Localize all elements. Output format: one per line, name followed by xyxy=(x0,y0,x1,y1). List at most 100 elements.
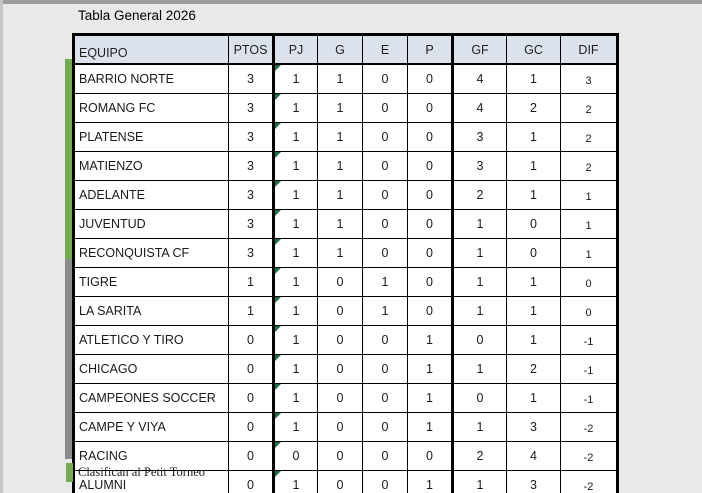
cell-g[interactable]: 0 xyxy=(317,325,363,355)
cell-dif[interactable]: 2 xyxy=(560,151,618,181)
cell-pj[interactable]: 1 xyxy=(272,151,318,181)
cell-ptos[interactable]: 1 xyxy=(228,296,274,326)
cell-g[interactable]: 1 xyxy=(317,238,363,268)
cell-gc[interactable]: 1 xyxy=(506,151,561,181)
cell-e[interactable]: 0 xyxy=(362,325,408,355)
cell-g[interactable]: 0 xyxy=(317,412,363,442)
cell-equipo[interactable]: RECONQUISTA CF xyxy=(73,238,229,268)
cell-pj[interactable]: 1 xyxy=(272,325,318,355)
cell-dif[interactable]: 1 xyxy=(560,180,618,210)
cell-equipo[interactable]: BARRIO NORTE xyxy=(73,63,229,94)
cell-ptos[interactable]: 0 xyxy=(228,412,274,442)
cell-equipo[interactable]: ALUMNI xyxy=(73,470,229,493)
cell-p[interactable]: 1 xyxy=(407,325,453,355)
cell-g[interactable]: 1 xyxy=(317,151,363,181)
cell-equipo[interactable]: CAMPEONES SOCCER xyxy=(73,383,229,413)
cell-gc[interactable]: 1 xyxy=(506,267,561,297)
cell-ptos[interactable]: 0 xyxy=(228,470,274,493)
cell-gf[interactable]: 1 xyxy=(451,238,507,268)
cell-pj[interactable]: 1 xyxy=(272,238,318,268)
cell-ptos[interactable]: 3 xyxy=(228,180,274,210)
cell-equipo[interactable]: ROMANG FC xyxy=(73,93,229,123)
cell-p[interactable]: 0 xyxy=(407,122,453,152)
cell-p[interactable]: 1 xyxy=(407,383,453,413)
cell-e[interactable]: 0 xyxy=(362,63,408,94)
cell-gf[interactable]: 0 xyxy=(451,383,507,413)
header-gf[interactable]: GF xyxy=(451,34,507,65)
cell-ptos[interactable]: 0 xyxy=(228,383,274,413)
header-dif[interactable]: DIF xyxy=(560,34,618,65)
cell-g[interactable]: 1 xyxy=(317,180,363,210)
cell-ptos[interactable]: 3 xyxy=(228,122,274,152)
cell-pj[interactable]: 0 xyxy=(272,441,318,471)
cell-pj[interactable]: 1 xyxy=(272,93,318,123)
cell-equipo[interactable]: TIGRE xyxy=(73,267,229,297)
cell-gf[interactable]: 2 xyxy=(451,441,507,471)
cell-g[interactable]: 0 xyxy=(317,470,363,493)
cell-dif[interactable]: -1 xyxy=(560,354,618,384)
cell-p[interactable]: 1 xyxy=(407,412,453,442)
cell-gc[interactable]: 1 xyxy=(506,296,561,326)
cell-e[interactable]: 0 xyxy=(362,93,408,123)
cell-pj[interactable]: 1 xyxy=(272,180,318,210)
cell-gf[interactable]: 3 xyxy=(451,122,507,152)
cell-dif[interactable]: 2 xyxy=(560,93,618,123)
cell-e[interactable]: 0 xyxy=(362,238,408,268)
cell-equipo[interactable]: LA SARITA xyxy=(73,296,229,326)
cell-gc[interactable]: 1 xyxy=(506,63,561,94)
cell-dif[interactable]: -2 xyxy=(560,441,618,471)
cell-ptos[interactable]: 3 xyxy=(228,93,274,123)
cell-pj[interactable]: 1 xyxy=(272,122,318,152)
cell-equipo[interactable]: CAMPE Y VIYA xyxy=(73,412,229,442)
cell-pj[interactable]: 1 xyxy=(272,470,318,493)
cell-pj[interactable]: 1 xyxy=(272,383,318,413)
cell-p[interactable]: 0 xyxy=(407,209,453,239)
cell-pj[interactable]: 1 xyxy=(272,354,318,384)
cell-ptos[interactable]: 3 xyxy=(228,238,274,268)
cell-dif[interactable]: 3 xyxy=(560,63,618,94)
cell-g[interactable]: 0 xyxy=(317,383,363,413)
cell-pj[interactable]: 1 xyxy=(272,209,318,239)
cell-dif[interactable]: 0 xyxy=(560,267,618,297)
cell-dif[interactable]: 1 xyxy=(560,209,618,239)
cell-equipo[interactable]: PLATENSE xyxy=(73,122,229,152)
cell-gf[interactable]: 1 xyxy=(451,470,507,493)
cell-e[interactable]: 0 xyxy=(362,354,408,384)
cell-dif[interactable]: 0 xyxy=(560,296,618,326)
header-g[interactable]: G xyxy=(317,34,363,65)
header-equipo[interactable]: EQUIPO xyxy=(73,34,229,65)
cell-e[interactable]: 0 xyxy=(362,151,408,181)
cell-p[interactable]: 0 xyxy=(407,180,453,210)
cell-dif[interactable]: -2 xyxy=(560,470,618,493)
cell-e[interactable]: 0 xyxy=(362,470,408,493)
cell-ptos[interactable]: 1 xyxy=(228,267,274,297)
cell-gf[interactable]: 1 xyxy=(451,267,507,297)
cell-p[interactable]: 0 xyxy=(407,93,453,123)
cell-equipo[interactable]: ADELANTE xyxy=(73,180,229,210)
cell-dif[interactable]: -1 xyxy=(560,383,618,413)
cell-gc[interactable]: 1 xyxy=(506,180,561,210)
cell-g[interactable]: 0 xyxy=(317,441,363,471)
cell-gf[interactable]: 3 xyxy=(451,151,507,181)
cell-gc[interactable]: 3 xyxy=(506,412,561,442)
cell-e[interactable]: 0 xyxy=(362,441,408,471)
cell-gc[interactable]: 2 xyxy=(506,354,561,384)
cell-gc[interactable]: 3 xyxy=(506,470,561,493)
cell-e[interactable]: 1 xyxy=(362,267,408,297)
cell-equipo[interactable]: MATIENZO xyxy=(73,151,229,181)
cell-g[interactable]: 0 xyxy=(317,267,363,297)
cell-gc[interactable]: 0 xyxy=(506,238,561,268)
cell-g[interactable]: 1 xyxy=(317,122,363,152)
cell-gf[interactable]: 0 xyxy=(451,325,507,355)
header-ptos[interactable]: PTOS xyxy=(228,34,274,65)
cell-e[interactable]: 1 xyxy=(362,296,408,326)
cell-equipo[interactable]: JUVENTUD xyxy=(73,209,229,239)
header-gc[interactable]: GC xyxy=(506,34,561,65)
cell-p[interactable]: 0 xyxy=(407,63,453,94)
cell-dif[interactable]: -1 xyxy=(560,325,618,355)
cell-gf[interactable]: 4 xyxy=(451,93,507,123)
cell-g[interactable]: 1 xyxy=(317,93,363,123)
cell-p[interactable]: 1 xyxy=(407,354,453,384)
cell-gc[interactable]: 2 xyxy=(506,93,561,123)
cell-g[interactable]: 0 xyxy=(317,296,363,326)
